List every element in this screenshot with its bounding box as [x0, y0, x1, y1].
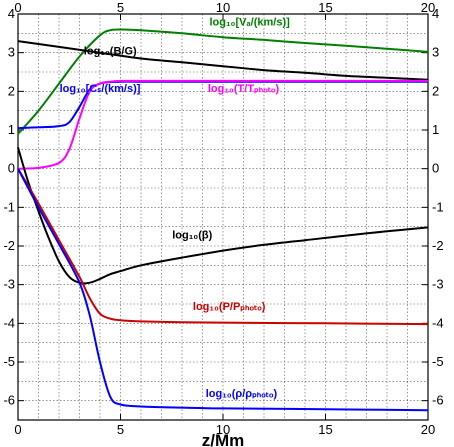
series-line-4 [17, 147, 429, 285]
series-line-0 [17, 28, 429, 135]
x-tick-label-top: 20 [421, 0, 435, 15]
x-tick-label: 10 [216, 422, 230, 437]
series-label-2: log₁₀[Cₛ/(km/s)] [60, 83, 141, 95]
y-tick-label: 3 [8, 45, 15, 60]
grid [18, 14, 428, 420]
y-tick-label-right: 1 [432, 122, 439, 137]
series-line-6 [17, 168, 429, 412]
y-tick-label: -1 [3, 199, 15, 214]
x-tick-label: 15 [318, 422, 332, 437]
y-tick-label-right: -3 [432, 277, 444, 292]
x-tick-label-top: 0 [14, 0, 21, 15]
y-tick-label: -5 [3, 354, 15, 369]
y-tick-label-right: -6 [432, 393, 444, 408]
y-tick-label: -4 [3, 315, 15, 330]
y-tick-label: -2 [3, 238, 15, 253]
series-line-1 [17, 40, 429, 81]
x-tick-label: 5 [117, 422, 124, 437]
series-line-5 [17, 168, 429, 326]
y-tick-label: 2 [8, 83, 15, 98]
y-tick-label-right: 0 [432, 161, 439, 176]
x-tick-label-top: 15 [318, 0, 332, 15]
series-label-5: log₁₀(P/Pₚₕₒₜₒ) [193, 301, 266, 313]
series-label-4: log₁₀(β) [172, 229, 212, 241]
series-group [17, 28, 429, 412]
x-tick-label-top: 5 [117, 0, 124, 15]
y-tick-label: 1 [8, 122, 15, 137]
series-line-3 [17, 79, 428, 170]
x-tick-label: 0 [14, 422, 21, 437]
y-tick-label: -6 [3, 393, 15, 408]
y-tick-label-right: 2 [432, 83, 439, 98]
y-tick-label-right: -2 [432, 238, 444, 253]
y-tick-label-right: -4 [432, 315, 444, 330]
y-tick-label-right: -5 [432, 354, 444, 369]
series-label-6: log₁₀(ρ/ρₚₕₒₜₒ) [206, 388, 278, 400]
series-label-3: log₁₀(T/Tₚₕₒₜₒ) [208, 83, 280, 95]
y-tick-label-right: 3 [432, 45, 439, 60]
y-tick-label: -3 [3, 277, 15, 292]
x-axis-label: z/Mm [202, 431, 245, 447]
y-tick-label-right: -1 [432, 199, 444, 214]
series-label-0: log₁₀[Vₐ/(km/s)] [210, 17, 291, 29]
x-tick-label-top: 10 [216, 0, 230, 15]
series-label-1: log₁₀(B/G) [84, 46, 137, 58]
x-tick-label: 20 [421, 422, 435, 437]
y-tick-label: 0 [8, 161, 15, 176]
y-tick-label-right: 4 [432, 6, 439, 21]
series-annotations: log₁₀[Vₐ/(km/s)] log₁₀(B/G) log₁₀[Cₛ/(km/s… [60, 17, 291, 400]
y-tick-label: 4 [8, 6, 15, 21]
